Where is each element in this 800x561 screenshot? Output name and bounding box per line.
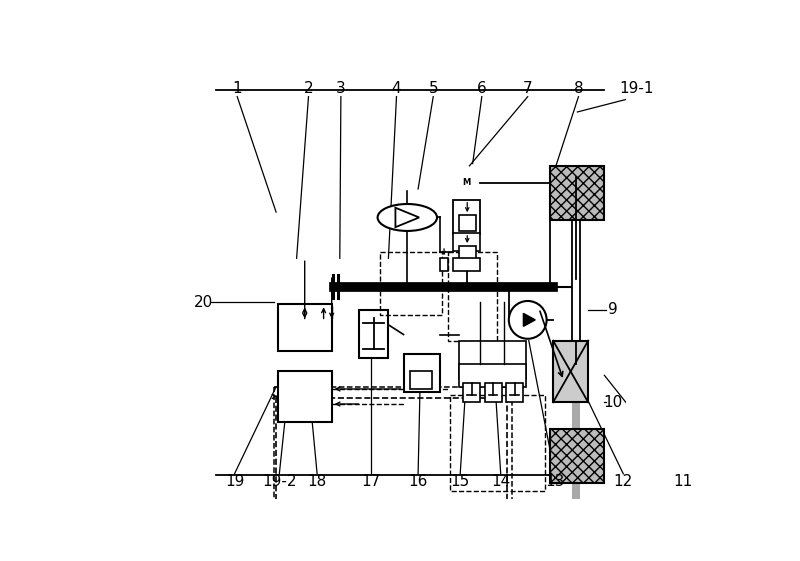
Text: 3: 3 xyxy=(336,81,346,96)
Text: 18: 18 xyxy=(307,474,326,489)
Bar xyxy=(458,246,476,259)
Text: 6: 6 xyxy=(477,81,486,96)
Text: 2: 2 xyxy=(304,81,314,96)
Text: 19-2: 19-2 xyxy=(262,474,297,489)
Text: 11: 11 xyxy=(673,474,692,489)
Bar xyxy=(274,387,511,561)
Text: 19: 19 xyxy=(225,474,244,489)
Text: 13: 13 xyxy=(545,474,564,489)
Bar xyxy=(440,258,448,270)
Bar xyxy=(485,383,502,402)
Text: 9: 9 xyxy=(608,302,618,318)
Text: 16: 16 xyxy=(409,474,428,489)
Bar xyxy=(550,429,604,483)
Text: 14: 14 xyxy=(491,474,510,489)
Bar xyxy=(278,305,332,351)
Bar xyxy=(278,371,332,421)
Text: 1: 1 xyxy=(232,81,242,96)
Text: 15: 15 xyxy=(450,474,470,489)
Bar xyxy=(463,383,480,402)
Text: 12: 12 xyxy=(614,474,633,489)
Text: 5: 5 xyxy=(429,81,438,96)
Text: 7: 7 xyxy=(523,81,533,96)
Bar xyxy=(276,398,507,561)
Bar xyxy=(550,166,604,220)
Bar xyxy=(448,252,498,341)
Polygon shape xyxy=(523,314,535,327)
Bar xyxy=(458,215,476,231)
Text: 17: 17 xyxy=(362,474,381,489)
Text: 4: 4 xyxy=(392,81,402,96)
Bar xyxy=(453,258,480,270)
Bar xyxy=(380,252,442,315)
Bar xyxy=(450,394,545,491)
Bar xyxy=(403,354,440,392)
Bar xyxy=(453,233,480,251)
Text: 10: 10 xyxy=(603,395,622,410)
Text: M: M xyxy=(462,178,471,187)
Bar xyxy=(410,371,431,389)
Bar xyxy=(453,200,480,233)
Bar xyxy=(458,364,526,387)
Text: 20: 20 xyxy=(194,295,214,310)
Text: 19-1: 19-1 xyxy=(619,81,654,96)
Circle shape xyxy=(509,301,546,339)
Bar xyxy=(358,310,389,357)
Ellipse shape xyxy=(378,204,437,231)
Bar xyxy=(572,375,580,561)
Bar xyxy=(553,341,588,402)
Text: 8: 8 xyxy=(574,81,583,96)
Bar xyxy=(458,341,526,379)
Bar xyxy=(506,383,523,402)
